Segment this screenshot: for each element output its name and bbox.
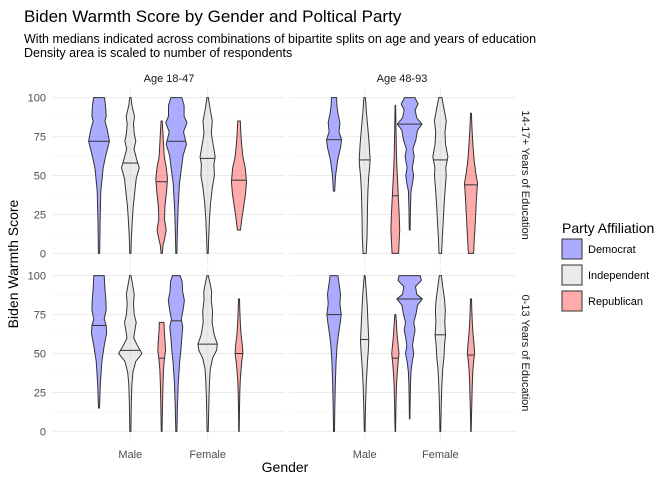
x-axis-title: Gender [262, 459, 309, 475]
violin-female-independent [432, 97, 449, 254]
y-tick-label: 50 [34, 349, 46, 361]
y-tick-label: 75 [34, 132, 46, 144]
violin-male-independent [117, 275, 143, 432]
legend-label-republican: Republican [588, 296, 643, 308]
violin-female-republican [230, 120, 248, 231]
violin-male-republican [391, 314, 400, 432]
legend: Party Affiliation Democrat Independent Rep… [561, 220, 654, 312]
facet-panel-3: 0 25 50 75 100 Male Female [28, 266, 285, 461]
x-tick-label: Female [422, 449, 459, 461]
legend-title: Party Affiliation [562, 220, 654, 236]
violin-female-independent [199, 97, 216, 254]
y-tick-label: 0 [40, 426, 46, 438]
violin-male-independent [359, 275, 370, 432]
violin-female-democrat [167, 275, 185, 432]
y-tick-label: 100 [28, 271, 46, 283]
violin-male-independent [358, 97, 371, 254]
legend-label-democrat: Democrat [588, 244, 636, 256]
violin-male-republican [390, 104, 401, 254]
violin-male-democrat [325, 97, 343, 192]
y-tick-label: 50 [34, 171, 46, 183]
y-tick-label: 25 [34, 209, 46, 221]
y-axis-title: Biden Warmth Score [5, 199, 21, 328]
facet-panel-1: 0 25 50 75 100 [28, 88, 285, 263]
violin-male-republican [155, 120, 169, 254]
violin-female-democrat [165, 97, 188, 254]
legend-item-republican: Republican [561, 290, 643, 312]
chart-subtitle-line-2: Density area is scaled to number of resp… [24, 46, 292, 60]
x-tick-label: Male [118, 449, 142, 461]
violin-female-republican [234, 298, 244, 432]
facet-panel-2 [289, 88, 516, 263]
violin-female-democrat [396, 97, 423, 231]
violin-male-independent [120, 97, 140, 254]
legend-swatch-democrat [561, 238, 583, 260]
violin-female-independent [197, 275, 218, 432]
y-tick-label: 100 [28, 93, 46, 105]
x-tick-label: Male [353, 449, 377, 461]
legend-item-democrat: Democrat [561, 238, 636, 260]
legend-label-independent: Independent [588, 270, 649, 282]
x-tick-label: Female [189, 449, 226, 461]
legend-swatch-republican [561, 290, 583, 312]
violin-female-republican [463, 112, 479, 254]
facet-strip-col-2: Age 48-93 [377, 73, 428, 85]
facet-strip-row-1: 14-17+ Years of Education [519, 110, 531, 239]
y-tick-label: 0 [40, 248, 46, 260]
violin-male-republican [157, 321, 167, 432]
violin-female-democrat [396, 275, 424, 420]
y-tick-label: 25 [34, 387, 46, 399]
chart-title: Biden Warmth Score by Gender and Poltica… [24, 7, 402, 26]
violin-female-republican [466, 298, 476, 432]
violin-female-independent [434, 275, 447, 432]
chart-subtitle-line-1: With medians indicated across combinatio… [24, 32, 536, 46]
facet-panel-4: Male Female [289, 266, 516, 461]
violin-male-democrat [88, 97, 110, 254]
legend-item-independent: Independent [561, 264, 649, 286]
y-tick-label: 75 [34, 310, 46, 322]
violin-male-democrat [90, 275, 108, 409]
facet-strip-row-2: 0-13 Years of Education [519, 295, 531, 412]
legend-swatch-independent [561, 264, 583, 286]
legend-items: Democrat Independent Republican [561, 238, 649, 312]
facet-strip-col-1: Age 18-47 [144, 73, 195, 85]
panels-layer: 0 25 50 75 100 0 25 50 75 100 Male Female Male Female [28, 88, 516, 461]
